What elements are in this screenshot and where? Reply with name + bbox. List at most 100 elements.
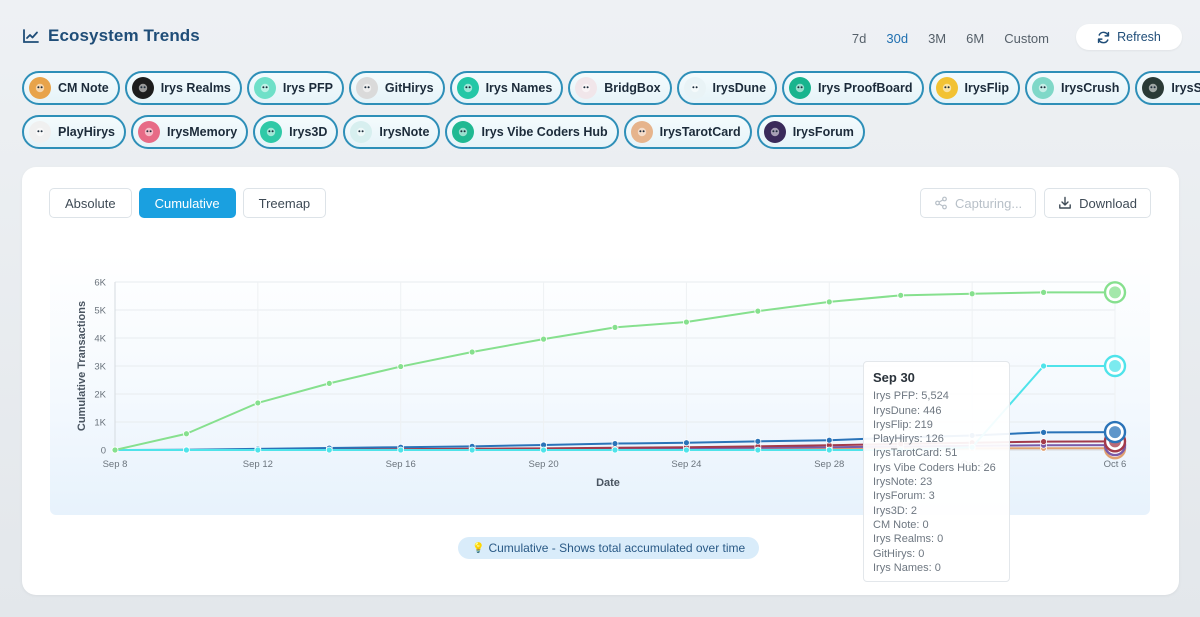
project-chip-label: GitHirys [384, 81, 434, 95]
tooltip-line: Irys Names: 0 [873, 561, 941, 574]
project-chip[interactable]: PlayHirys [22, 115, 126, 149]
cat-icon [29, 77, 51, 99]
project-chip[interactable]: IrysMemory [130, 115, 249, 149]
data-point [754, 437, 762, 445]
x-tick-label: Sep 20 [529, 459, 559, 470]
slot-icon [1142, 77, 1165, 99]
crush-icon [1031, 77, 1054, 99]
project-chip-label: IrysForum [792, 125, 854, 139]
forum-icon [763, 121, 786, 143]
project-chip[interactable]: IrysTarotCard [623, 115, 752, 149]
project-chip-label: IrysTarotCard [659, 125, 741, 139]
project-chip-label: IrysMemory [166, 125, 238, 139]
project-chip[interactable]: CM Note [22, 71, 120, 105]
play-icon [29, 121, 51, 143]
y-tick-label: 1K [94, 418, 106, 429]
range-6m[interactable]: 6M [966, 31, 985, 46]
data-point [468, 348, 476, 356]
tooltip-lines: Irys PFP: 5,524 IrysDune: 446 IrysFlip: 21… [873, 389, 1000, 575]
tab-treemap[interactable]: Treemap [242, 188, 327, 218]
project-chip[interactable]: BridgBox [568, 71, 672, 105]
data-point [325, 379, 333, 387]
project-filter-chips: CM Note Irys Realms Irys PFP GitHirys Irys N… [22, 71, 1200, 159]
data-point [683, 318, 690, 326]
tooltip-line: Irys Realms: 0 [873, 533, 944, 546]
project-chip-label: IrysSlot [1171, 81, 1200, 95]
series-end-avatar [1109, 360, 1121, 372]
project-chip[interactable]: IrysForum [756, 115, 865, 149]
data-point [254, 446, 262, 454]
project-chip[interactable]: IrysSlot [1135, 71, 1200, 105]
project-chip[interactable]: Irys ProofBoard [782, 71, 924, 105]
project-chip-label: CM Note [58, 81, 109, 95]
x-tick-label: Sep 28 [814, 459, 844, 470]
data-point [540, 446, 547, 454]
range-3m[interactable]: 3M [928, 31, 947, 46]
capture-label: Capturing... [954, 195, 1023, 211]
range-30d[interactable]: 30d [886, 31, 909, 46]
project-chip-label: Irys ProofBoard [818, 81, 913, 95]
tab-cumulative[interactable]: Cumulative [138, 188, 236, 218]
tooltip-line: Irys PFP: 5,524 [873, 390, 949, 403]
data-point [1040, 438, 1047, 446]
download-button[interactable]: Download [1044, 188, 1151, 218]
data-point [111, 446, 119, 454]
project-chip[interactable]: Irys Vibe Coders Hub [445, 115, 619, 149]
project-chip[interactable]: Irys PFP [246, 71, 344, 105]
data-point [1040, 362, 1047, 370]
y-axis-title: Cumulative Transactions [76, 301, 88, 431]
project-chip[interactable]: Irys3D [253, 115, 339, 149]
hint-text: Cumulative - Shows total accumulated ove… [488, 541, 746, 555]
range-custom[interactable]: Custom [1004, 31, 1049, 46]
project-chip-label: IrysFlip [964, 81, 1009, 95]
project-chip[interactable]: IrysFlip [928, 71, 1020, 105]
data-point [825, 446, 833, 454]
memory-icon [137, 121, 160, 143]
data-point [611, 446, 619, 454]
tab-absolute[interactable]: Absolute [49, 188, 132, 218]
project-chip[interactable]: Irys Names [449, 71, 564, 105]
y-tick-label: 0 [101, 446, 106, 457]
download-label: Download [1079, 195, 1137, 211]
data-point [754, 446, 762, 454]
tooltip-title: Sep 30 [873, 370, 915, 385]
page-title: Ecosystem Trends [48, 26, 200, 45]
pfp-icon [253, 77, 276, 99]
view-tabs: Absolute Cumulative Treemap [49, 188, 327, 218]
header: Ecosystem Trends 7d 30d 3M 6M Custom Refresh [22, 24, 1182, 54]
project-chip-label: Irys3D [289, 125, 328, 139]
refresh-label: Refresh [1117, 30, 1161, 44]
x-tick-label: Sep 16 [386, 459, 416, 470]
project-chip-label: IrysDune [712, 81, 767, 95]
x-tick-label: Oct 6 [1104, 459, 1127, 470]
project-chip-label: Irys Realms [160, 81, 231, 95]
project-chip-label: BridgBox [604, 81, 661, 95]
dune-icon [683, 77, 706, 99]
flip-icon [935, 77, 958, 99]
project-chip[interactable]: IrysDune [676, 71, 778, 105]
series-end-avatar [1109, 286, 1121, 299]
tooltip-line: GitHirys: 0 [873, 547, 925, 560]
data-point [825, 436, 833, 444]
data-point [183, 446, 190, 454]
refresh-button[interactable]: Refresh [1076, 24, 1182, 50]
capture-button[interactable]: Capturing... [919, 188, 1037, 218]
data-point [254, 399, 262, 407]
tooltip-line: CM Note: 0 [873, 518, 929, 531]
project-chip[interactable]: IrysNote [343, 115, 441, 149]
tooltip-line: IrysNote: 23 [873, 476, 933, 489]
project-chip[interactable]: Irys Realms [124, 71, 242, 105]
note-icon [350, 121, 373, 143]
realms-icon [131, 77, 154, 99]
range-7d[interactable]: 7d [851, 31, 867, 46]
project-chip[interactable]: GitHirys [348, 71, 445, 105]
project-chip[interactable]: IrysCrush [1024, 71, 1131, 105]
data-point [754, 307, 762, 315]
line-chart: 0 1K 2K 3K 4K 5K 6K Sep 8 Sep 12 Sep 16 Sep 20 Sep … [50, 254, 1150, 582]
data-point [1040, 428, 1047, 436]
data-point [1040, 288, 1047, 296]
data-point [683, 446, 690, 454]
data-point [611, 440, 619, 447]
series-end-avatar [1109, 426, 1121, 439]
data-point [825, 298, 833, 306]
